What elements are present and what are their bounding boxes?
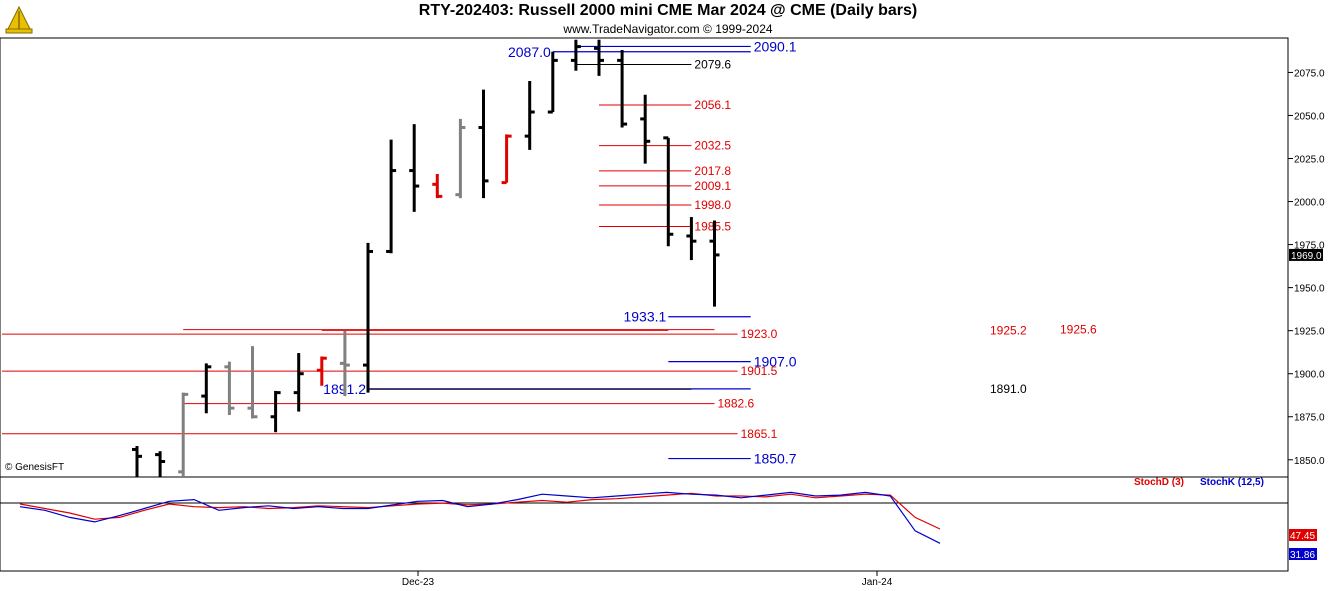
ohlc-bar: [547, 51, 558, 114]
level-label: 1907.0: [754, 354, 797, 370]
level-label: 1891.0: [990, 382, 1027, 396]
ohlc-bar: [316, 356, 327, 386]
ohlc-bar: [478, 89, 489, 199]
ohlc-bar: [570, 39, 581, 71]
time-tick-label: Jan-24: [862, 577, 893, 588]
level-label: 2079.6: [694, 58, 731, 72]
ohlc-bar: [155, 451, 166, 477]
axis-tick-label: 1900.0: [1294, 370, 1325, 381]
level-label: 1865.1: [741, 427, 778, 441]
ohlc-bar: [201, 363, 212, 414]
level-label: 1933.1: [623, 309, 666, 325]
level-label: 2090.1: [754, 38, 797, 54]
ohlc-bar: [132, 446, 142, 477]
level-label: 2056.1: [694, 98, 731, 112]
ohlc-bar: [247, 346, 258, 419]
ohlc-bar: [224, 361, 235, 416]
level-label: 1985.5: [694, 220, 731, 234]
stochk-line: [19, 491, 941, 544]
chart-subtitle: www.TradeNavigator.com © 1999-2024: [563, 22, 773, 36]
axis-tick-label: 2075.0: [1294, 68, 1325, 79]
axis-tick-label: 1975.0: [1294, 241, 1325, 252]
level-label: 1925.6: [1060, 323, 1097, 337]
ohlc-bar: [594, 39, 604, 76]
axis-tick-label: 1950.0: [1294, 284, 1325, 295]
level-label: 1882.6: [718, 397, 755, 411]
ohlc-bar: [663, 136, 674, 247]
ohlc-bar: [455, 118, 466, 199]
time-tick-label: Dec-23: [402, 577, 435, 588]
ohlc-bar: [501, 134, 512, 185]
ohlc-bar: [363, 242, 373, 393]
level-label: 1998.0: [694, 198, 731, 212]
indicator-panel: [0, 476, 1289, 572]
ohlc-bar: [409, 124, 420, 212]
level-label: 2017.8: [694, 164, 731, 178]
ohlc-bar: [524, 81, 535, 150]
copyright-text: © GenesisFT: [5, 462, 65, 473]
chart-title: RTY-202403: Russell 2000 mini CME Mar 20…: [418, 2, 918, 19]
ohlc-bar: [339, 330, 350, 397]
current-price-box: [1289, 248, 1323, 261]
ohlc-bar: [270, 390, 281, 433]
level-label: 1923.0: [741, 327, 778, 341]
level-label: 2009.1: [694, 179, 731, 193]
axis-tick-label: 1925.0: [1294, 327, 1325, 338]
level-label: 1925.2: [990, 323, 1027, 337]
axis-tick-label: 1850.0: [1294, 456, 1325, 467]
ohlc-bar: [686, 217, 697, 261]
stochd-line: [19, 492, 941, 530]
ohlc-bar: [432, 174, 443, 199]
level-label: 2032.5: [694, 139, 731, 153]
ohlc-bar: [709, 220, 720, 307]
ohlc-bar: [386, 139, 397, 254]
ohlc-bar: [617, 50, 628, 128]
axis-tick-label: 2000.0: [1294, 198, 1325, 209]
current-price-label: 1969.0: [1291, 251, 1322, 262]
ohlc-bar: [640, 94, 651, 164]
stochd-value: 47.45: [1290, 531, 1315, 542]
ohlc-bar: [178, 392, 189, 477]
level-label: 1901.5: [741, 364, 778, 378]
stochk-legend: StochK (12,5): [1200, 477, 1264, 488]
ohlc-bar: [293, 353, 304, 412]
stochd-value-box: [1289, 529, 1317, 541]
level-label: 2087.0: [508, 44, 551, 60]
axis-tick-label: 2025.0: [1294, 155, 1325, 166]
stochk-value-box: [1289, 548, 1317, 560]
level-label: 1850.7: [754, 451, 797, 467]
axis-tick-label: 2050.0: [1294, 111, 1325, 122]
axis-tick-label: 1875.0: [1294, 413, 1325, 424]
stochd-legend: StochD (3): [1134, 477, 1184, 488]
logo-icon: [5, 5, 33, 34]
stochk-value: 31.86: [1290, 550, 1315, 561]
